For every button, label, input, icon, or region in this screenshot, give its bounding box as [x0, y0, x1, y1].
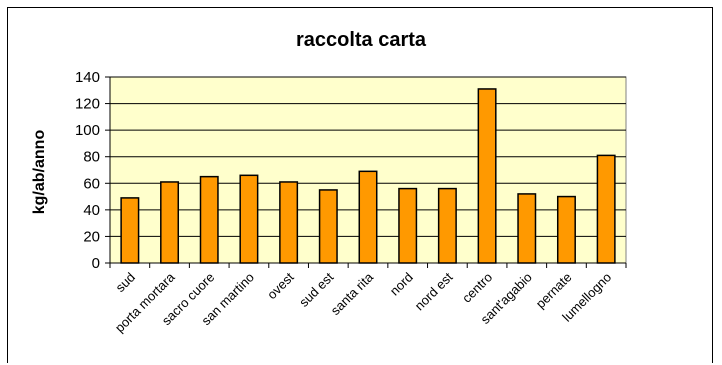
- y-axis-label: kg/ab/anno: [31, 130, 48, 215]
- bar: [477, 88, 497, 264]
- x-tick-label: centro: [459, 270, 495, 306]
- y-tick-label: 60: [83, 175, 100, 192]
- bar: [596, 154, 616, 264]
- bar: [279, 181, 299, 264]
- bar: [199, 175, 219, 264]
- bar: [160, 181, 180, 264]
- y-axis-ticks: 0 20 40 60 80 100 120 140: [75, 69, 110, 272]
- x-tick-label: santa rita: [328, 269, 377, 318]
- bar: [120, 197, 140, 264]
- y-tick-label: 140: [75, 69, 100, 86]
- y-tick-label: 80: [83, 149, 100, 166]
- x-tick-label: ovest: [264, 269, 297, 302]
- y-tick-label: 40: [83, 202, 100, 219]
- bars: [120, 88, 616, 264]
- x-tick-label: nord: [387, 270, 416, 299]
- y-tick-label: 100: [75, 122, 100, 139]
- x-tick-label: sud: [113, 270, 138, 295]
- bar: [437, 187, 457, 264]
- chart-title: raccolta carta: [296, 29, 427, 51]
- x-tick-label: nord est: [412, 269, 456, 313]
- bar: [239, 174, 259, 264]
- y-tick-label: 0: [92, 255, 100, 272]
- bar: [517, 193, 537, 264]
- bar: [398, 187, 418, 264]
- y-tick-label: 20: [83, 228, 100, 245]
- y-tick-label: 120: [75, 96, 100, 113]
- bar: [318, 189, 338, 264]
- bar: [556, 195, 576, 264]
- bar: [358, 170, 378, 264]
